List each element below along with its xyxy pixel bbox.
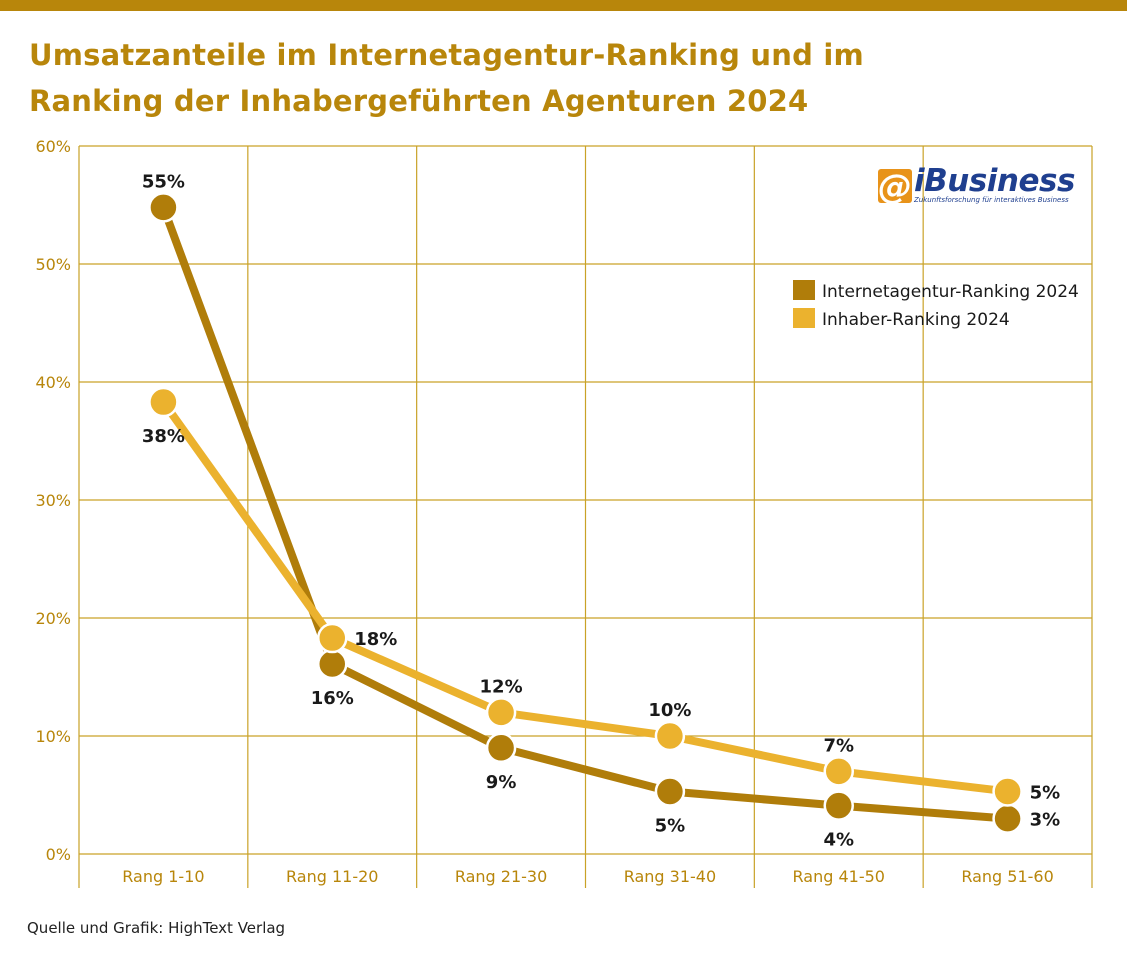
series-0-data-label-0: 55% xyxy=(142,171,185,192)
x-tick-label-0: Rang 1-10 xyxy=(122,867,204,886)
legend-label-0: Internetagentur-Ranking 2024 xyxy=(822,282,1079,302)
logo-tagline: Zukunftsforschung für interaktives Busin… xyxy=(914,196,1069,204)
series-1-point-2 xyxy=(485,697,517,728)
series-0-data-label-4: 4% xyxy=(823,830,854,851)
y-tick-label-4: 40% xyxy=(35,373,71,392)
series-0-point-4 xyxy=(823,790,854,821)
series-0-data-label-5: 3% xyxy=(1030,810,1061,831)
x-tick-label-2: Rang 21-30 xyxy=(455,867,547,886)
y-tick-label-0: 0% xyxy=(46,845,71,864)
source-note: Quelle und Grafik: HighText Verlag xyxy=(27,919,286,937)
y-tick-label-1: 10% xyxy=(35,727,71,746)
chart-series: 55% 16% 9% 5% 4% 3% 38% 18% 12% 10% 7% 5% xyxy=(142,171,1060,850)
x-tick-label-5: Rang 51-60 xyxy=(961,867,1053,886)
series-0-point-0 xyxy=(148,192,179,223)
series-0-data-label-1: 16% xyxy=(311,688,354,709)
y-tick-label-6: 60% xyxy=(35,137,71,156)
top-accent-bar xyxy=(0,0,1127,11)
legend-swatch-1 xyxy=(793,308,815,328)
series-0-data-label-2: 9% xyxy=(486,772,517,793)
series-1-data-label-3: 10% xyxy=(648,700,691,721)
y-axis-ticks: 0% 10% 20% 30% 40% 50% 60% xyxy=(35,137,71,864)
logo-wordmark: iBusiness xyxy=(914,163,1075,199)
series-1-data-label-0: 38% xyxy=(142,426,185,447)
legend-swatch-0 xyxy=(793,280,815,300)
series-1-data-label-2: 12% xyxy=(480,676,523,697)
series-1-point-1 xyxy=(317,622,348,654)
series-0-point-2 xyxy=(485,732,517,764)
x-tick-label-3: Rang 31-40 xyxy=(624,867,716,886)
ibusiness-logo: @ iBusiness Zukunftsforschung für intera… xyxy=(878,163,1083,207)
chart-grid xyxy=(78,145,1093,888)
series-0-point-5 xyxy=(992,803,1023,834)
series-line-0 xyxy=(159,203,1012,823)
y-tick-label-3: 30% xyxy=(35,491,71,510)
series-1-point-4 xyxy=(823,756,854,787)
x-tick-label-1: Rang 11-20 xyxy=(286,867,378,886)
series-0-point-3 xyxy=(654,776,686,807)
y-tick-label-5: 50% xyxy=(35,255,71,274)
y-tick-label-2: 20% xyxy=(35,609,71,628)
chart-title: Umsatzanteile im Internetagentur-Ranking… xyxy=(29,32,1029,124)
series-1-point-0 xyxy=(148,386,179,418)
series-1-point-3 xyxy=(654,720,686,752)
series-1-point-5 xyxy=(992,776,1023,807)
series-1-data-label-1: 18% xyxy=(354,629,397,650)
x-axis-ticks: Rang 1-10 Rang 11-20 Rang 21-30 Rang 31-40 R… xyxy=(122,867,1054,886)
legend-label-1: Inhaber-Ranking 2024 xyxy=(822,310,1010,330)
chart-title-line-2: Ranking der Inhabergeführten Agenturen 2… xyxy=(29,84,809,118)
series-line-1 xyxy=(159,398,1012,796)
chart-title-line-1: Umsatzanteile im Internetagentur-Ranking… xyxy=(29,38,864,72)
series-0-data-label-3: 5% xyxy=(655,815,686,836)
series-0-point-1 xyxy=(317,648,348,680)
series-1-data-label-5: 5% xyxy=(1030,782,1061,803)
series-1-data-label-4: 7% xyxy=(823,735,854,756)
logo-at-symbol: @ xyxy=(878,167,912,207)
x-tick-label-4: Rang 41-50 xyxy=(793,867,885,886)
logo-at-box: @ xyxy=(878,167,912,207)
chart-legend: Internetagentur-Ranking 2024 Inhaber-Rank… xyxy=(793,280,1079,330)
